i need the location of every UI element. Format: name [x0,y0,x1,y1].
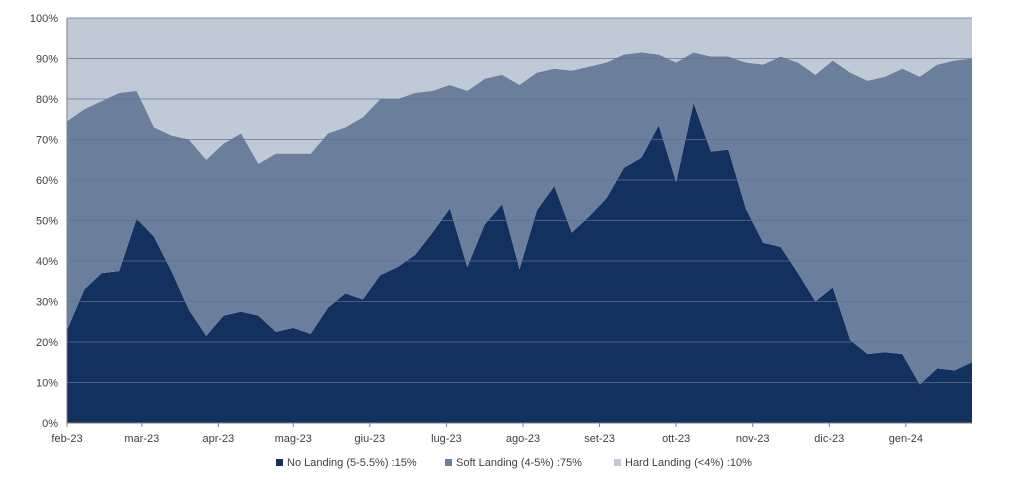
y-tick-label: 90% [36,54,58,66]
x-tick-label: giu-23 [355,433,386,445]
y-tick-label: 40% [36,256,58,268]
legend-label-3: Hard Landing (<4%) :10% [625,457,752,469]
legend-label-1: No Landing (5-5.5%) :15% [287,457,417,469]
y-axis: 0% 10% 20% 30% 40% 50% 60% 70% 80% 90% 100% [30,13,68,430]
x-tick-label: mar-23 [124,433,159,445]
gridlines-layer [67,17,972,383]
legend-swatch-1 [276,459,283,466]
y-tick-label: 80% [36,94,58,106]
x-axis: feb-23 mar-23 apr-23 mag-23 giu-23 lug-23 ago-… [51,422,972,445]
y-tick-label: 10% [36,378,58,390]
area-series-1 [67,103,972,424]
y-tick-label: 50% [36,216,58,228]
x-tick-label: mag-23 [275,433,312,445]
x-tick-label: ago-23 [506,433,540,445]
x-tick-label: ott-23 [662,433,690,445]
x-tick-label: lug-23 [431,433,462,445]
y-tick-label: 30% [36,297,58,309]
y-tick-label: 60% [36,175,58,187]
x-tick-label: gen-24 [889,433,923,445]
legend: No Landing (5-5.5%) :15% Soft Landing (4-… [276,457,752,469]
y-tick-label: 20% [36,337,58,349]
legend-label-2: Soft Landing (4-5%) :75% [456,457,582,469]
x-tick-label: apr-23 [203,433,235,445]
legend-swatch-3 [614,459,621,466]
legend-swatch-2 [445,459,452,466]
x-tick-label: dic-23 [814,433,844,445]
y-tick-label: 70% [36,135,58,147]
x-tick-label: set-23 [584,433,615,445]
y-tick-label: 0% [42,418,58,430]
area-series-3 [67,18,972,164]
x-tick-label: nov-23 [736,433,770,445]
y-tick-label: 100% [30,13,58,25]
x-tick-label: feb-23 [51,433,82,445]
